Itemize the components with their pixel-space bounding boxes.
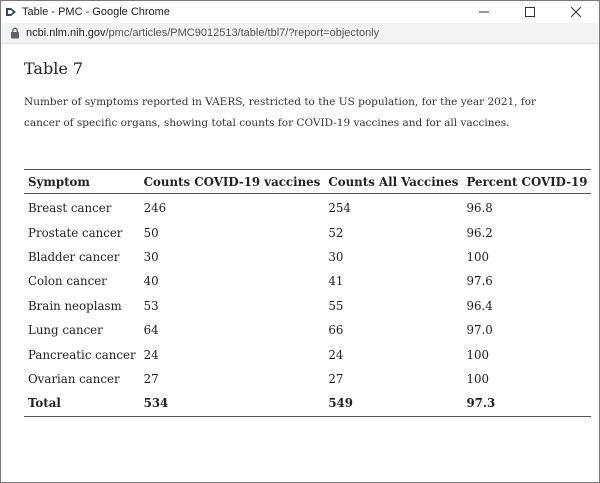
cell-symptom: Prostate cancer (28, 225, 123, 240)
header-percent-covid: Percent COVID-19 (466, 175, 588, 189)
cell-percent: 100 (466, 371, 489, 386)
cell-percent: 96.8 (466, 201, 493, 216)
page-title: Table 7 (24, 59, 84, 78)
table-row: Pancreatic cancer 24 24 100 (24, 342, 591, 366)
app-icon (5, 6, 17, 18)
table-total-row: Total 534 549 97.3 (24, 391, 592, 417)
cell-percent: 96.2 (466, 225, 493, 240)
header-symptom: Symptom (28, 175, 90, 189)
lock-icon[interactable] (10, 27, 20, 39)
cell-counts-all: 24 (328, 347, 344, 362)
cell-counts-covid: 27 (143, 371, 159, 386)
url-path: /pmc/articles/PMC9012513/table/tbl7/?rep… (105, 27, 380, 39)
cell-total-percent: 97.3 (462, 391, 592, 417)
cell-counts-all: 27 (328, 371, 344, 386)
cell-total-counts-all: 549 (324, 391, 463, 417)
cell-counts-all: 254 (328, 201, 351, 216)
url-host: ncbi.nlm.nih.gov (26, 27, 106, 39)
page-content: Table 7 Number of symptoms reported in V… (24, 59, 592, 417)
cell-counts-all: 30 (328, 249, 344, 264)
table-header-row: Symptom Counts COVID-19 vaccines Counts … (24, 169, 592, 194)
cell-total-label: Total (24, 391, 140, 417)
cell-percent: 100 (466, 249, 489, 264)
cell-counts-covid: 30 (143, 249, 159, 264)
cell-counts-all: 66 (328, 323, 344, 338)
cell-counts-covid: 50 (143, 225, 159, 240)
cell-counts-covid: 24 (143, 347, 159, 362)
cell-symptom: Breast cancer (28, 201, 112, 216)
cell-counts-all: 41 (328, 274, 344, 289)
header-counts-covid: Counts COVID-19 vaccines (143, 175, 321, 189)
cell-percent: 100 (466, 347, 489, 362)
cell-symptom: Ovarian cancer (28, 371, 120, 386)
table-row: Ovarian cancer 27 27 100 (24, 367, 591, 391)
close-button[interactable] (553, 1, 599, 23)
symptoms-table: Symptom Counts COVID-19 vaccines Counts … (24, 169, 592, 417)
url-text[interactable]: ncbi.nlm.nih.gov/pmc/articles/PMC9012513… (26, 27, 379, 39)
cell-total-counts-covid: 534 (139, 391, 325, 417)
cell-counts-covid: 40 (143, 274, 159, 289)
table-row: Bladder cancer 30 30 100 (24, 245, 591, 269)
address-bar[interactable]: ncbi.nlm.nih.gov/pmc/articles/PMC9012513… (1, 23, 599, 44)
cell-symptom: Brain neoplasm (28, 298, 122, 313)
cell-percent: 97.0 (466, 323, 493, 338)
cell-symptom: Lung cancer (28, 323, 103, 338)
title-bar: Table - PMC - Google Chrome (1, 1, 599, 23)
window-controls (461, 1, 599, 23)
table-row: Breast cancer 246 254 96.8 (24, 194, 591, 221)
table-row: Brain neoplasm 53 55 96.4 (24, 294, 591, 318)
table-row: Colon cancer 40 41 97.6 (24, 269, 591, 293)
cell-counts-covid: 246 (143, 201, 167, 216)
maximize-button[interactable] (507, 1, 553, 23)
cell-counts-covid: 53 (143, 298, 159, 313)
minimize-button[interactable] (461, 1, 507, 23)
window-title: Table - PMC - Google Chrome (22, 6, 170, 18)
cell-counts-covid: 64 (143, 323, 159, 338)
cell-symptom: Pancreatic cancer (28, 347, 136, 362)
cell-percent: 97.6 (466, 274, 493, 289)
table-row: Lung cancer 64 66 97.0 (24, 318, 591, 342)
cell-symptom: Bladder cancer (28, 249, 120, 264)
cell-percent: 96.4 (466, 298, 493, 313)
header-counts-all: Counts All Vaccines (328, 175, 459, 189)
table-row: Prostate cancer 50 52 96.2 (24, 220, 591, 244)
cell-symptom: Colon cancer (28, 274, 107, 289)
cell-counts-all: 52 (328, 225, 344, 240)
cell-counts-all: 55 (328, 298, 344, 313)
table-caption: Number of symptoms reported in VAERS, re… (24, 96, 537, 129)
